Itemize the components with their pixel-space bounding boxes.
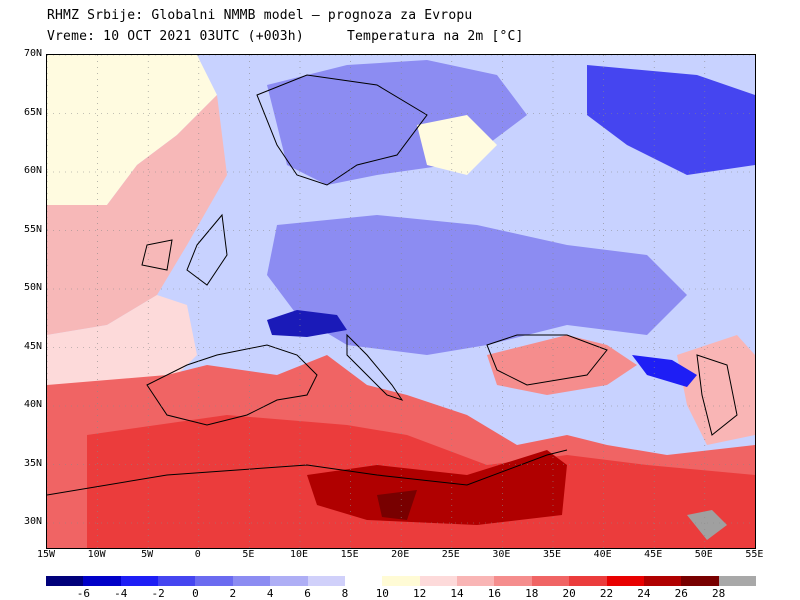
lon-label: 0	[194, 549, 201, 560]
legend-label: 10	[375, 587, 389, 600]
legend-label: 8	[341, 587, 349, 600]
legend-swatch	[606, 576, 645, 586]
legend-swatch	[643, 576, 682, 586]
legend-swatch	[531, 576, 570, 586]
legend-swatch	[83, 576, 122, 586]
legend-swatch	[158, 576, 196, 586]
forecast-time: Vreme: 10 OCT 2021 03UTC (+003h)	[47, 29, 304, 44]
color-legend	[46, 576, 757, 586]
map-title: RHMZ Srbije: Globalni NMMB model – progn…	[47, 8, 473, 23]
coast-italy	[346, 333, 404, 401]
coast-caspian	[696, 354, 738, 436]
legend-swatch	[307, 576, 346, 586]
coast-scandinavia	[256, 74, 428, 186]
legend-swatch	[46, 576, 84, 586]
coast-ireland	[141, 239, 173, 271]
temperature-map	[46, 54, 756, 549]
lon-label: 10W	[87, 549, 106, 560]
caucasus-cold	[632, 355, 697, 387]
lon-label: 25E	[441, 549, 460, 560]
lat-label: 50N	[23, 282, 42, 293]
lon-label: 20E	[391, 549, 410, 560]
lat-label: 40N	[23, 399, 42, 410]
legend-swatch	[232, 576, 271, 586]
lon-label: 55E	[745, 549, 764, 560]
legend-label: 22	[599, 587, 614, 600]
lon-label: 50E	[694, 549, 713, 560]
map-canvas	[47, 55, 755, 548]
legend-label: 0	[192, 587, 199, 600]
legend-label: -2	[151, 587, 165, 600]
legend-label: 2	[229, 587, 237, 600]
legend-label: -4	[114, 587, 128, 600]
coast-britain	[186, 213, 228, 286]
coast-iberia	[146, 344, 318, 426]
caspian-warm	[677, 335, 755, 445]
lat-label: 60N	[23, 165, 42, 176]
lon-label: 30E	[492, 549, 511, 560]
lon-label: 5W	[141, 549, 154, 560]
coastlines	[47, 74, 738, 496]
lat-label: 30N	[23, 516, 42, 527]
legend-swatch	[382, 576, 421, 586]
legend-swatch	[681, 576, 720, 586]
legend-label: 12	[413, 587, 427, 600]
legend-label: 20	[562, 587, 576, 600]
legend-swatch	[457, 576, 495, 586]
legend-swatch	[494, 576, 533, 586]
legend-swatch	[344, 576, 383, 586]
coast-black-sea	[486, 334, 608, 386]
legend-swatch	[419, 576, 458, 586]
atlantic-warm-band	[47, 95, 227, 335]
lat-label: 35N	[23, 457, 42, 469]
legend-label: 14	[450, 587, 464, 600]
graticule	[47, 55, 755, 548]
legend-label: 24	[637, 587, 651, 600]
lat-label: 65N	[23, 106, 42, 118]
legend-swatch	[270, 576, 309, 586]
zagros-grey	[687, 510, 727, 540]
lat-label: 55N	[23, 223, 42, 235]
hot-core	[377, 490, 417, 520]
legend-label: 4	[266, 587, 274, 600]
legend-label: 26	[674, 587, 688, 600]
lat-label: 70N	[23, 48, 42, 59]
lon-label: 10E	[289, 549, 309, 560]
lon-label: 45E	[644, 549, 663, 560]
legend-label: 18	[525, 587, 539, 600]
legend-swatch	[569, 576, 608, 586]
legend-label: 16	[487, 587, 502, 600]
legend-label: -6	[76, 587, 90, 600]
russia-north-cold	[587, 65, 755, 175]
lon-label: 5E	[242, 549, 255, 560]
lon-label: 35E	[542, 549, 562, 560]
lat-label: 45N	[23, 340, 42, 352]
variable-label: Temperatura na 2m [°C]	[347, 29, 524, 44]
central-europe-cool	[267, 215, 687, 355]
legend-label: 6	[304, 587, 311, 600]
legend-label: 28	[712, 587, 726, 600]
legend-swatch	[718, 576, 757, 586]
legend-swatch	[120, 576, 159, 586]
lon-label: 15E	[340, 549, 359, 560]
coast-north-africa	[47, 449, 568, 496]
black-sea-warm	[487, 335, 637, 395]
atlantic-neutral	[47, 55, 217, 215]
map-subtitle: Vreme: 10 OCT 2021 03UTC (+003h) Tempera…	[47, 29, 523, 74]
finland-neutral	[417, 115, 497, 175]
biscay-warm	[47, 295, 197, 395]
alps-cold-core	[267, 310, 347, 337]
lon-label: 15W	[36, 549, 56, 560]
lon-label: 40E	[593, 549, 612, 560]
libya-egypt-hot	[307, 450, 567, 525]
legend-swatch	[195, 576, 234, 586]
